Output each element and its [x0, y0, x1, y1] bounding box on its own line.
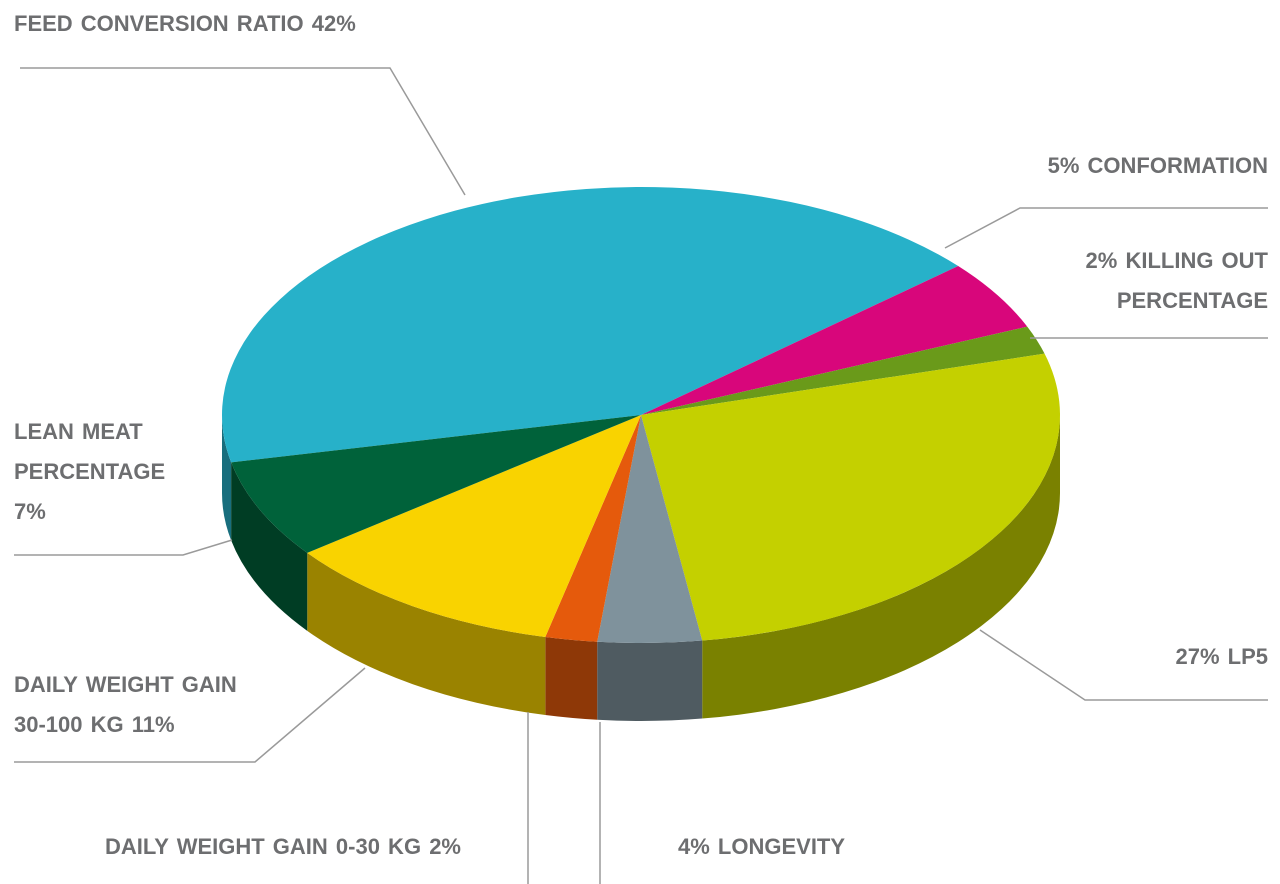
- value-label: 5%: [1047, 153, 1080, 178]
- category-name: LONGEVITY: [717, 834, 846, 859]
- slice-side: [597, 640, 703, 721]
- slice-side: [702, 415, 1060, 719]
- slice: [597, 415, 703, 643]
- slice: [222, 186, 959, 463]
- leader-line: [944, 207, 1268, 249]
- value-label: 4%: [678, 834, 710, 859]
- leader-line: [14, 667, 366, 763]
- category-name: DAILY WEIGHT GAIN 0-30 KG: [105, 834, 422, 859]
- slice-side: [231, 462, 308, 631]
- slice: [641, 353, 1060, 641]
- slice: [545, 415, 641, 642]
- slice-side: [222, 415, 232, 541]
- category-name: FEED CONVERSION RATIO: [14, 11, 304, 36]
- slice-side: [307, 552, 546, 715]
- slice-label: FEED CONVERSION RATIO 42%: [14, 4, 356, 44]
- leader-line: [20, 67, 466, 196]
- leader-line: [979, 629, 1268, 701]
- slice-label: DAILY WEIGHT GAIN 0-30 KG 2%: [105, 827, 461, 867]
- slice: [641, 326, 1045, 415]
- slice-label: 4% LONGEVITY: [678, 827, 845, 867]
- value-label: 11%: [131, 712, 175, 737]
- slice-label: 27% LP5: [1175, 637, 1268, 677]
- category-name: DAILY WEIGHT GAIN 30-100 KG: [14, 672, 237, 737]
- slice-label: LEAN MEAT PERCENTAGE 7%: [14, 412, 194, 532]
- category-name: LP5: [1227, 644, 1268, 669]
- slice: [307, 415, 641, 637]
- slice: [641, 266, 1028, 415]
- slice-label: 5% CONFORMATION: [908, 146, 1268, 186]
- value-label: 42%: [311, 11, 356, 36]
- value-label: 2%: [1085, 248, 1118, 273]
- category-name: CONFORMATION: [1087, 153, 1268, 178]
- leader-line: [14, 539, 233, 556]
- value-label: 2%: [429, 834, 461, 859]
- slice-label: 2% KILLING OUT PERCENTAGE: [1038, 241, 1268, 321]
- value-label: 7%: [14, 499, 46, 524]
- slice-side: [545, 636, 598, 720]
- value-label: 27%: [1175, 644, 1220, 669]
- slice-label: DAILY WEIGHT GAIN 30-100 KG 11%: [14, 665, 274, 745]
- slice: [231, 415, 641, 553]
- category-name: KILLING OUT PERCENTAGE: [1116, 248, 1268, 313]
- category-name: LEAN MEAT PERCENTAGE: [14, 419, 166, 484]
